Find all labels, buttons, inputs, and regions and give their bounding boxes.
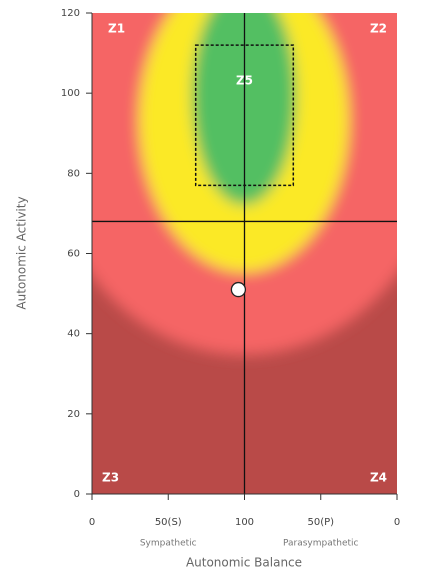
y-tick-label: 100 [61,88,80,99]
zone-label: Z4 [370,471,387,485]
zone-label: Z1 [108,22,125,36]
y-tick-label: 40 [67,329,80,340]
x-tick-label: 50(S) [155,517,182,528]
y-tick-label: 20 [67,409,80,420]
y-tick-label: 120 [61,8,80,19]
x-tick-label: 0 [89,517,95,528]
x-sublabel: Parasympathetic [283,539,359,549]
point [230,281,247,298]
y-tick-label: 0 [74,489,80,500]
x-tick-label: 100 [235,517,254,528]
zone-label: Z2 [370,22,387,36]
x-axis-label: Autonomic Balance [186,556,302,570]
y-tick-label: 60 [67,249,80,260]
x-tick-label: 0 [394,517,400,528]
x-tick-label: 50(P) [307,517,334,528]
y-axis-label: Autonomic Activity [15,196,29,309]
x-sublabel: Sympathetic [140,539,197,549]
zone-label: Z3 [102,471,119,485]
y-tick-label: 80 [67,168,80,179]
